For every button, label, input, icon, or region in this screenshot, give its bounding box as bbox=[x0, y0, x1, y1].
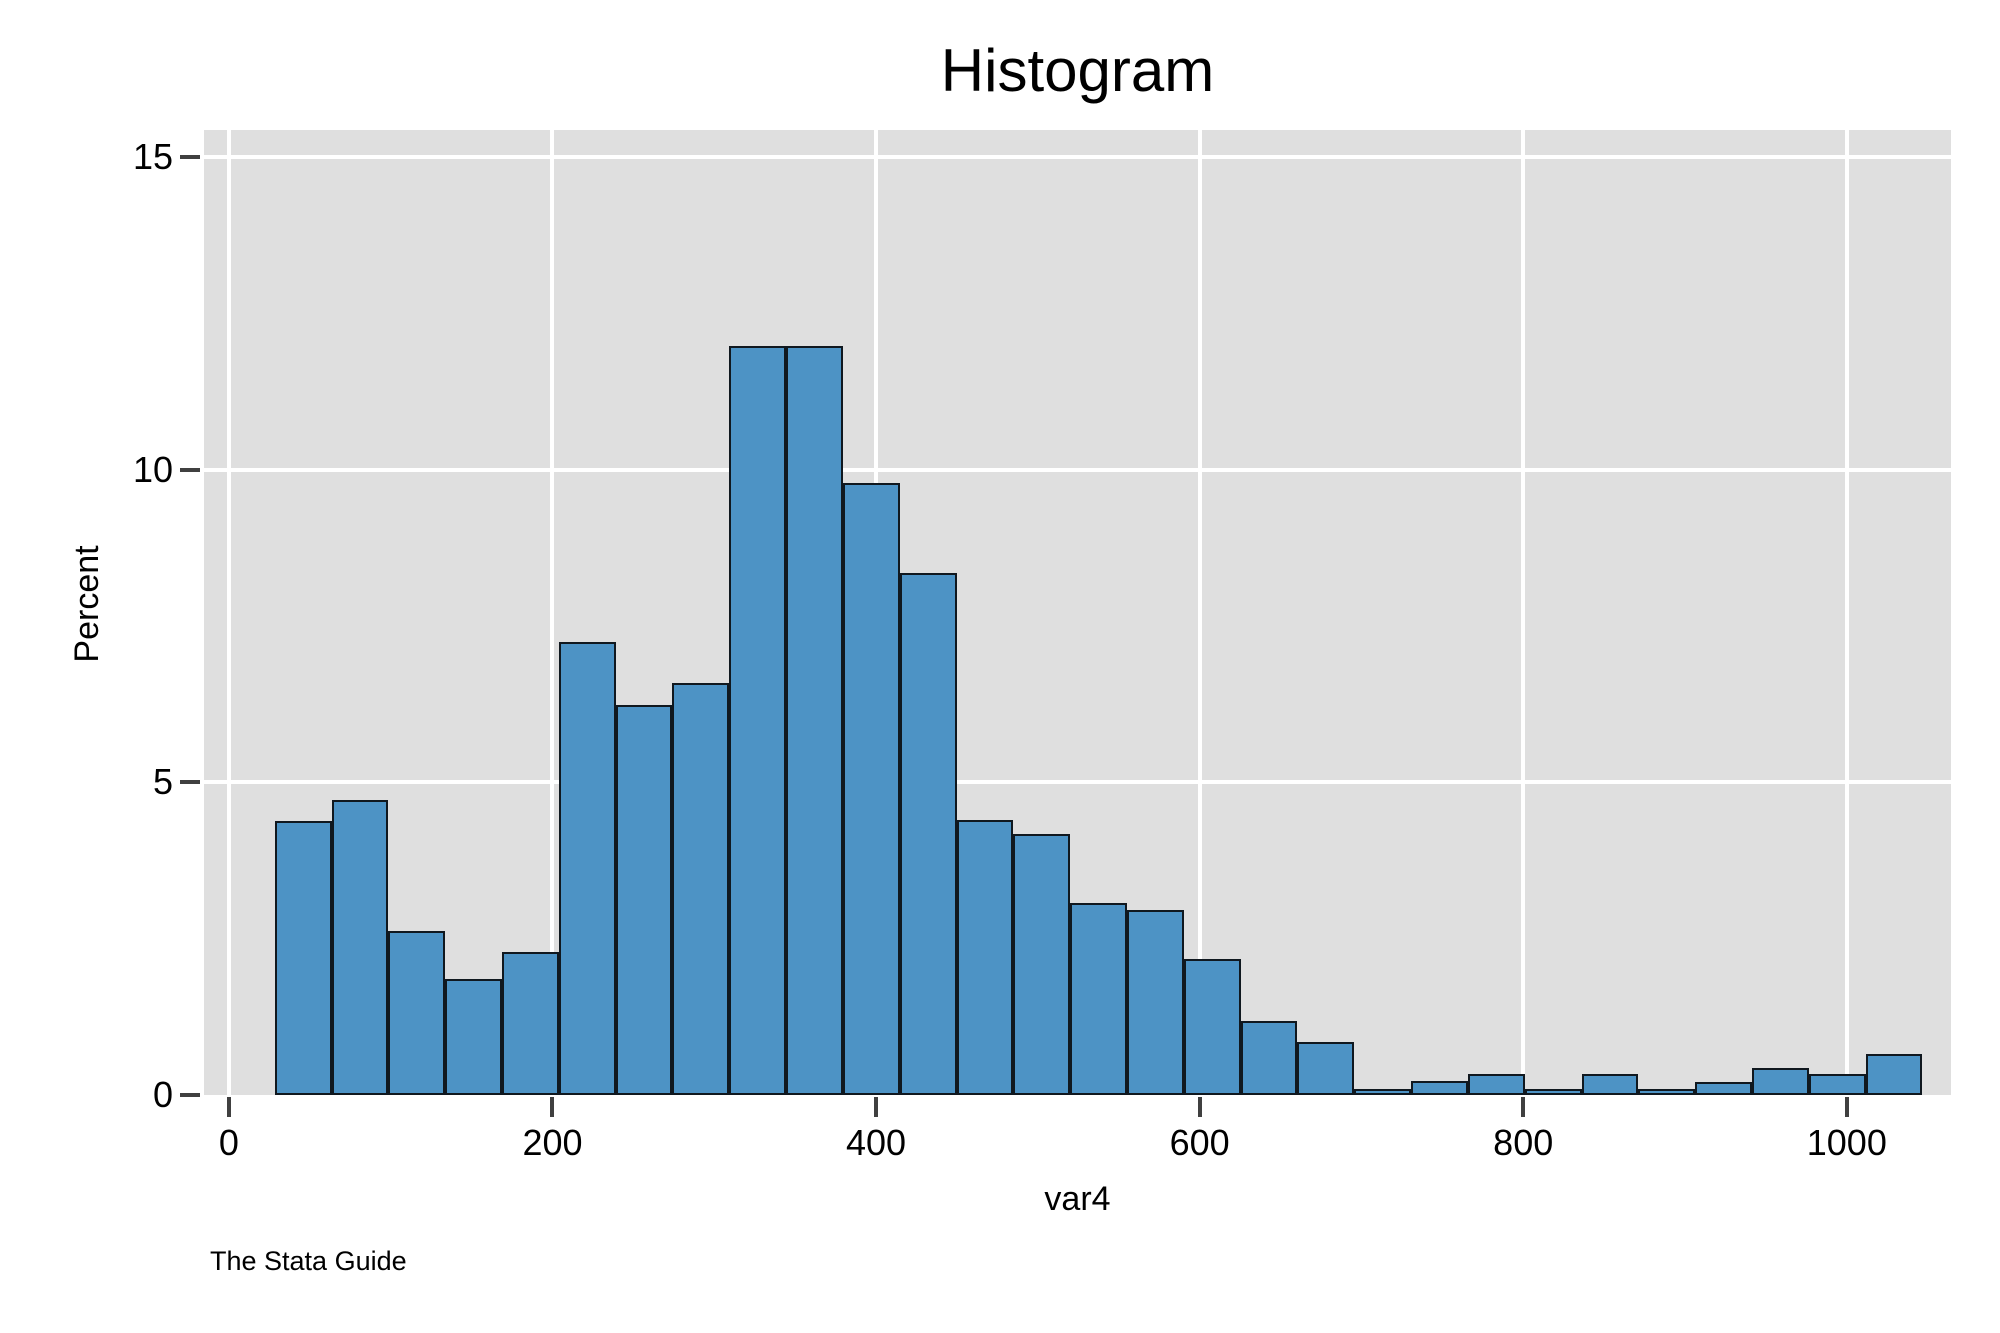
x-tick-label: 800 bbox=[1493, 1122, 1554, 1163]
histogram-bar bbox=[1638, 1088, 1696, 1095]
x-tick-mark bbox=[226, 1097, 231, 1117]
histogram-bar bbox=[1695, 1081, 1753, 1095]
y-tick-label: 0 bbox=[152, 1074, 173, 1115]
histogram-bar bbox=[1467, 1073, 1525, 1095]
vertical-gridline bbox=[1844, 130, 1849, 1095]
y-tick-label: 5 bbox=[152, 761, 173, 803]
x-tick-label: 200 bbox=[522, 1122, 583, 1163]
histogram-bar bbox=[445, 979, 502, 1095]
y-axis-title: Percent bbox=[68, 545, 106, 663]
x-tick-label: 400 bbox=[846, 1122, 907, 1163]
x-tick-label: 0 bbox=[218, 1122, 239, 1163]
histogram-bar bbox=[1183, 959, 1241, 1095]
watermark: The Stata Guide bbox=[210, 1246, 407, 1276]
y-tick-mark bbox=[180, 1093, 200, 1097]
x-tick-mark bbox=[1197, 1097, 1202, 1117]
histogram-bar bbox=[1411, 1081, 1468, 1095]
vertical-gridline bbox=[1197, 130, 1202, 1095]
histogram-bar bbox=[672, 683, 730, 1095]
histogram-bar bbox=[331, 800, 389, 1095]
vertical-gridline bbox=[226, 130, 231, 1095]
y-tick-label: 15 bbox=[132, 135, 173, 177]
y-tick-mark bbox=[180, 154, 200, 159]
histogram-bar bbox=[1013, 834, 1071, 1095]
x-tick-mark bbox=[1844, 1097, 1849, 1117]
histogram-bar bbox=[1524, 1088, 1582, 1095]
horizontal-gridline bbox=[204, 154, 1951, 159]
histogram-bar bbox=[899, 572, 957, 1095]
x-axis-title: var4 bbox=[1044, 1180, 1111, 1218]
horizontal-gridline bbox=[204, 780, 1951, 785]
horizontal-gridline bbox=[204, 467, 1951, 472]
histogram-bar bbox=[501, 952, 559, 1095]
histogram-bar bbox=[1127, 909, 1184, 1095]
histogram-bar bbox=[1240, 1021, 1298, 1095]
histogram-bar bbox=[274, 821, 332, 1095]
histogram-bar bbox=[1808, 1074, 1866, 1095]
x-tick-mark bbox=[550, 1097, 555, 1117]
y-tick-label: 10 bbox=[132, 448, 173, 490]
histogram-bar bbox=[1297, 1041, 1355, 1095]
histogram-bar bbox=[558, 642, 616, 1095]
histogram-bar bbox=[1865, 1053, 1923, 1095]
x-tick-mark bbox=[874, 1097, 879, 1117]
y-tick-mark bbox=[180, 467, 200, 472]
x-tick-label: 1000 bbox=[1806, 1122, 1887, 1163]
y-tick-mark bbox=[180, 780, 200, 785]
histogram-bar bbox=[729, 346, 787, 1095]
vertical-gridline bbox=[550, 130, 555, 1095]
histogram-bar bbox=[1354, 1088, 1412, 1095]
plot-area bbox=[204, 130, 1951, 1095]
x-tick-mark bbox=[1521, 1097, 1526, 1117]
histogram-bar bbox=[842, 482, 900, 1095]
histogram-bar bbox=[1070, 903, 1127, 1095]
histogram-bar bbox=[956, 820, 1014, 1095]
vertical-gridline bbox=[1521, 130, 1526, 1095]
histogram-bar bbox=[388, 931, 446, 1095]
chart-title: Histogram bbox=[940, 37, 1215, 104]
histogram-bar bbox=[786, 346, 843, 1095]
histogram-bar bbox=[1752, 1068, 1809, 1095]
x-tick-label: 600 bbox=[1169, 1122, 1230, 1163]
histogram-bar bbox=[615, 705, 673, 1095]
histogram-bar bbox=[1581, 1073, 1639, 1095]
